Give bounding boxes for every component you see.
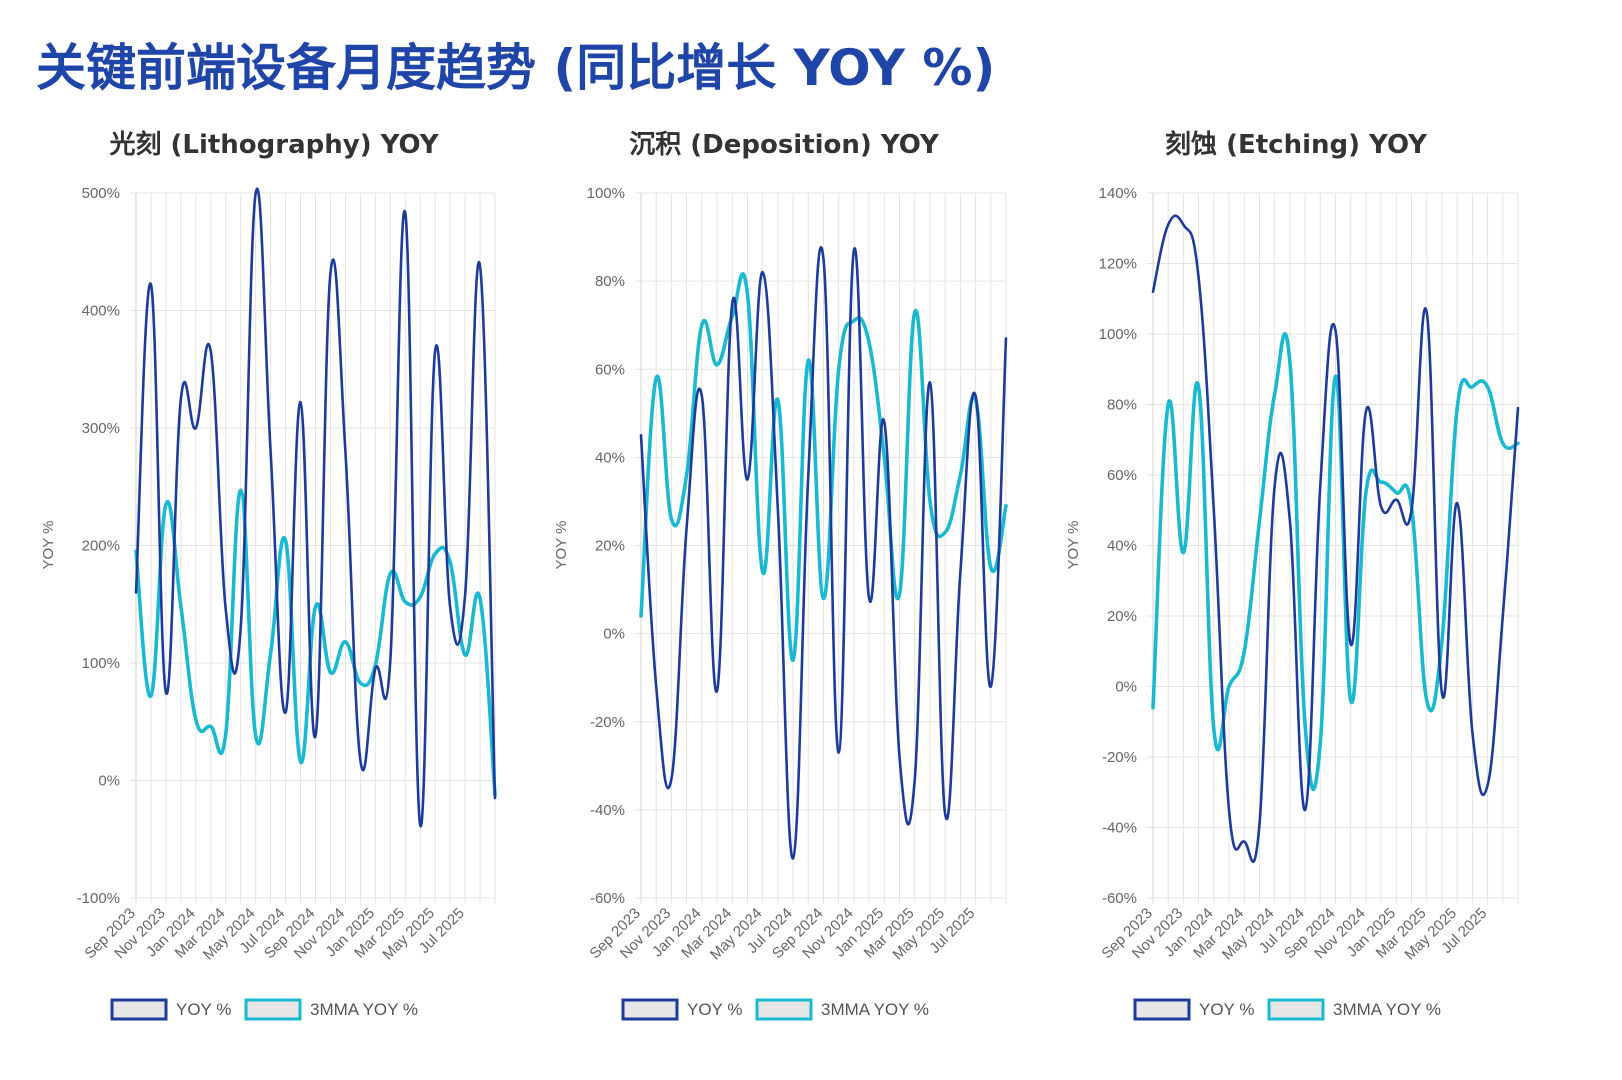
y-tick-label: 120% xyxy=(1099,256,1137,273)
y-tick-label: -20% xyxy=(590,714,625,731)
y-tick-label: 40% xyxy=(595,449,625,466)
y-tick-label: 0% xyxy=(603,626,625,643)
chart-title: 沉积 (Deposition) YOY xyxy=(629,130,940,160)
y-tick-label: -40% xyxy=(590,802,625,819)
legend-swatch-yoy xyxy=(1133,998,1191,1021)
chart-title: 刻蚀 (Etching) YOY xyxy=(1165,129,1428,160)
plot-area: -60%-40%-20%0%20%40%60%80%100%120%140%Se… xyxy=(1098,185,1520,963)
series-line-yoy xyxy=(639,246,1008,860)
y-tick-label: 60% xyxy=(595,361,625,378)
legend-label-3mma: 3MMA YOY % xyxy=(1333,1000,1441,1019)
y-tick-label: 400% xyxy=(82,303,120,320)
y-tick-label: -60% xyxy=(590,890,625,907)
y-tick-label: 80% xyxy=(595,273,625,290)
y-tick-label: 80% xyxy=(1107,397,1137,414)
legend-swatch-3mma xyxy=(755,998,813,1021)
series-line-3mma xyxy=(1151,331,1520,792)
y-tick-label: 100% xyxy=(1099,326,1137,343)
legend-label-3mma: 3MMA YOY % xyxy=(821,1000,929,1019)
legend-label-yoy: YOY % xyxy=(687,1000,742,1019)
y-tick-label: -60% xyxy=(1102,890,1137,907)
y-tick-label: 20% xyxy=(595,538,625,555)
legend-swatch-yoy xyxy=(110,998,168,1021)
y-tick-label: -20% xyxy=(1102,749,1137,766)
y-tick-label: -40% xyxy=(1102,820,1137,837)
legend-swatch-3mma xyxy=(1267,998,1325,1021)
y-axis-label: YOY % xyxy=(553,521,570,570)
series-line-3mma xyxy=(639,272,1008,662)
y-tick-label: 0% xyxy=(1115,679,1137,696)
series-line-yoy xyxy=(134,187,497,828)
legend-label-3mma: 3MMA YOY % xyxy=(310,1000,418,1019)
y-tick-label: 100% xyxy=(82,655,120,672)
legend-swatch-yoy xyxy=(621,998,679,1021)
chart-deposition: 沉积 (Deposition) YOY YOY % YOY % 3MMA YOY… xyxy=(553,130,1008,1021)
chart-title: 光刻 (Lithography) YOY xyxy=(108,129,439,160)
y-tick-label: 300% xyxy=(82,420,120,437)
y-tick-label: 0% xyxy=(98,773,120,790)
y-axis-label: YOY % xyxy=(40,521,57,570)
y-tick-label: 40% xyxy=(1107,538,1137,555)
y-tick-label: 200% xyxy=(82,538,120,555)
y-tick-label: 60% xyxy=(1107,467,1137,484)
y-tick-label: -100% xyxy=(77,890,120,907)
series-line-3mma xyxy=(134,488,497,797)
legend-label-yoy: YOY % xyxy=(1199,1000,1254,1019)
y-tick-label: 140% xyxy=(1099,185,1137,202)
y-tick-label: 20% xyxy=(1107,608,1137,625)
y-tick-label: 100% xyxy=(587,185,625,202)
y-axis-label: YOY % xyxy=(1065,521,1082,570)
series-line-yoy xyxy=(1151,214,1520,864)
chart-lithography: 光刻 (Lithography) YOY YOY % YOY % 3MMA YO… xyxy=(40,129,497,1021)
legend-label-yoy: YOY % xyxy=(176,1000,231,1019)
page-title: 关键前端设备月度趋势 (同比增长 YOY %) xyxy=(36,39,996,97)
y-tick-label: 500% xyxy=(82,185,120,202)
legend-swatch-3mma xyxy=(244,998,302,1021)
